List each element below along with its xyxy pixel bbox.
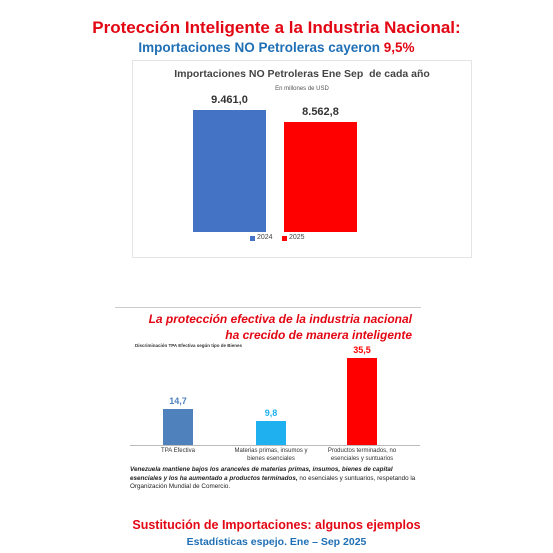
- note-bold: Venezuela mantiene bajos los aranceles d…: [130, 466, 393, 482]
- subtitle-text: Importaciones NO Petroleras cayeron: [138, 40, 381, 55]
- value-label: 35,5: [353, 345, 371, 355]
- chart2-subtitle: Discriminación TPA Efectiva según tipo d…: [135, 343, 243, 348]
- value-label: 8.562,8: [302, 105, 339, 118]
- bar: [284, 121, 357, 232]
- footer-subtitle: Estadísticas espejo. Ene – Sep 2025: [186, 536, 367, 548]
- bar: [163, 408, 193, 445]
- value-label: 9,8: [264, 407, 278, 418]
- category-label: Productos terminados, no esenciales y su…: [327, 448, 397, 462]
- legend-label: 2025: [289, 234, 305, 241]
- divider: [115, 307, 421, 308]
- chart1-title: Importaciones NO Petroleras Ene Sep de c…: [174, 68, 430, 80]
- baseline: [130, 445, 420, 446]
- chart2-title-2: ha crecido de manera inteligente: [225, 328, 412, 342]
- legend-swatch: [250, 236, 255, 241]
- subtitle-highlight: 9,5%: [383, 40, 415, 55]
- category-label: TPA Efectiva: [161, 448, 195, 454]
- main-subtitle: Importaciones NO Petroleras cayeron 9,5%: [0, 40, 553, 55]
- note-normal: no esenciales y suntuarios, respetando l…: [130, 474, 416, 491]
- chart2-note: Venezuela mantiene bajos los aranceles d…: [130, 466, 420, 492]
- legend-label: 2024: [257, 234, 273, 241]
- chart2-title-1: La protección efectiva de la industria n…: [148, 312, 412, 326]
- bar: [256, 420, 286, 445]
- category-label: Materias primas, insumos y bienes esenci…: [234, 448, 308, 462]
- main-title: Protección Inteligente a la Industria Na…: [92, 18, 461, 37]
- value-label: 9.461,0: [211, 94, 248, 106]
- legend-swatch: [282, 236, 287, 241]
- chart-frame: [132, 60, 472, 258]
- bar: [347, 358, 377, 445]
- footer-title: Sustitución de Importaciones: algunos ej…: [132, 518, 421, 532]
- value-label: 14,7: [169, 395, 187, 406]
- chart1-subtitle: En millones de USD: [275, 86, 329, 92]
- bar: [193, 110, 266, 232]
